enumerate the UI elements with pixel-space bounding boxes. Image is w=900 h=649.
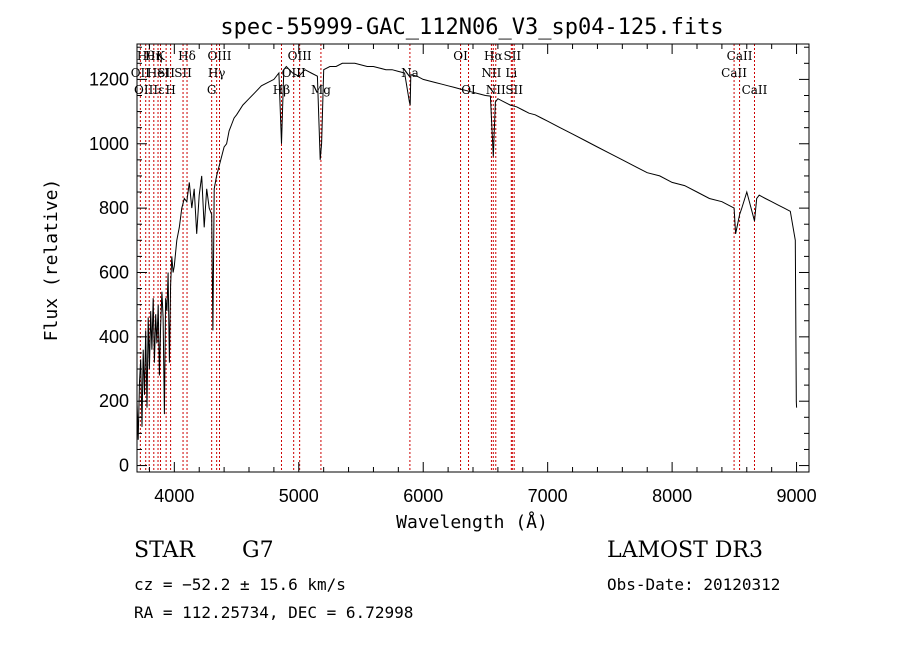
survey-name: LAMOST DR3 — [607, 538, 763, 563]
x-tick-label-2: 6000 — [403, 486, 443, 506]
line-label-4: HeI — [147, 66, 170, 80]
x-tick-label-4: 8000 — [652, 486, 692, 506]
object-subclass: G7 — [242, 538, 274, 563]
line-label-25: SII — [505, 83, 523, 97]
line-label-16: Mg — [311, 83, 331, 97]
line-label-28: CaII — [742, 83, 768, 97]
line-label-9: SII — [174, 66, 192, 80]
y-tick-label-2: 400 — [99, 327, 129, 347]
line-label-24: SII — [503, 49, 521, 63]
line-label-13: Hβ — [273, 83, 290, 97]
x-tick-label-5: 9000 — [777, 486, 817, 506]
y-tick-label-5: 1000 — [89, 134, 129, 154]
chart-title: spec-55999-GAC_112N06_V3_sp04-125.fits — [220, 15, 723, 40]
line-label-1: Hθ — [137, 49, 155, 63]
line-label-3: Hη — [145, 49, 163, 63]
redshift-readout: cz = −52.2 ± 15.6 km/s — [134, 575, 346, 594]
y-tick-label-1: 200 — [99, 391, 129, 411]
line-label-20: NII — [481, 66, 501, 80]
x-tick-label-3: 7000 — [528, 486, 568, 506]
line-label-15: OIII — [288, 49, 312, 63]
line-label-26: CaII — [721, 66, 747, 80]
line-label-6: SII — [157, 66, 175, 80]
x-tick-label-1: 5000 — [279, 486, 319, 506]
coordinates-readout: RA = 112.25734, DEC = 6.72998 — [134, 603, 414, 622]
line-label-23: Li — [505, 66, 517, 80]
line-label-10: G — [207, 83, 217, 97]
y-axis-label: Flux (relative) — [41, 179, 62, 342]
spectral-line-labels: OIIHθOIIIεHηHeIKSIIHHδSIIGHγOIIIHβOIIIOI… — [131, 49, 768, 97]
y-axis-ticks: 0 200 400 600 800 1000 1200 — [89, 46, 809, 476]
x-axis-ticks: 4000 5000 6000 7000 8000 9000 — [148, 44, 817, 506]
y-tick-label-6: 1200 — [89, 69, 129, 89]
line-label-27: CaII — [727, 49, 753, 63]
spectral-line-markers — [139, 44, 755, 472]
line-label-7: H — [165, 83, 175, 97]
x-axis-label: Wavelength (Å) — [396, 511, 548, 533]
line-label-21: Hα — [484, 49, 503, 63]
line-label-22: NII — [486, 83, 506, 97]
line-label-8: Hδ — [178, 49, 196, 63]
line-label-5: K — [156, 49, 166, 63]
plot-frame — [136, 43, 810, 473]
y-tick-label-3: 600 — [99, 262, 129, 282]
line-label-18: OI — [453, 49, 468, 63]
line-label-2: OIIIε — [134, 83, 164, 97]
object-class: STAR — [134, 538, 195, 563]
observation-date: Obs-Date: 20120312 — [607, 575, 781, 594]
line-label-12: OIII — [207, 49, 231, 63]
line-label-14: OIII — [282, 66, 306, 80]
y-tick-label-0: 0 — [119, 456, 129, 476]
line-label-19: OI — [461, 83, 476, 97]
line-label-11: Hγ — [208, 66, 226, 80]
line-label-0: OII — [131, 66, 151, 80]
spectrum-line — [136, 62, 798, 440]
y-tick-label-4: 800 — [99, 198, 129, 218]
x-tick-label-0: 4000 — [154, 486, 194, 506]
